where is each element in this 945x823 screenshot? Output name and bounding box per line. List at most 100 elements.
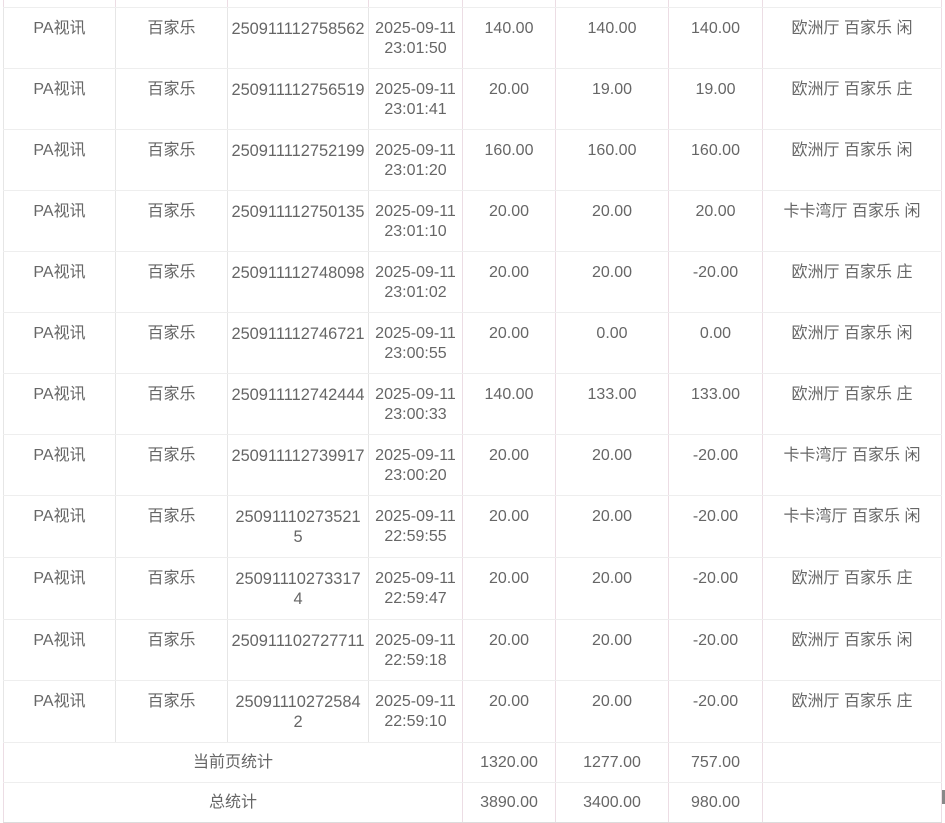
order-id-cell-text: 250911112742444 [231, 386, 365, 404]
game-cell: 百家乐 [115, 251, 228, 313]
payout-cell-text: -20.00 [692, 447, 739, 464]
table-row: PA视讯 百家乐 250911112752199 2025-09-11 23:01:2… [3, 129, 942, 191]
time-cell: 2025-09-11 23:00:55 [368, 312, 463, 374]
detail-cell: 欧洲厅 百家乐 闲 [762, 7, 942, 69]
game-cell: 百家乐 [115, 190, 228, 252]
order-id-cell-text: 250911112758562 [231, 20, 365, 38]
detail-cell-text: 欧洲厅 百家乐 庄 [791, 81, 913, 98]
bet-amount-cell-text: 140.00 [484, 20, 534, 37]
game-cell: 百家乐 [115, 68, 228, 130]
payout-cell-text: -20.00 [692, 632, 739, 649]
time-cell-text: 2025-09-11 23:00:55 [375, 325, 456, 362]
valid-bet-cell-text: 140.00 [587, 20, 637, 37]
bet-amount-cell: 20.00 [462, 190, 556, 252]
order-id-cell-text: 250911102733174 [235, 570, 361, 608]
valid-bet-cell: 140.00 [555, 7, 669, 69]
platform-cell-text: PA视讯 [33, 264, 86, 281]
valid-bet-cell: 20.00 [555, 495, 669, 558]
bet-amount-cell-text: 20.00 [488, 264, 530, 281]
valid-bet-cell: 19.00 [555, 68, 669, 130]
bet-amount-cell-text: 160.00 [484, 142, 534, 159]
valid-bet-cell-text: 160.00 [587, 142, 637, 159]
bet-amount-cell: 20.00 [462, 434, 556, 496]
valid-bet-cell: 20.00 [555, 680, 669, 743]
order-id-cell: 250911112758562 [227, 7, 369, 69]
payout-cell: 19.00 [668, 68, 763, 130]
bet-amount-cell: 140.00 [462, 373, 556, 435]
platform-cell-text: PA视讯 [33, 386, 86, 403]
order-id-cell: 250911112756519 [227, 68, 369, 130]
game-cell: 百家乐 [115, 312, 228, 374]
detail-cell-text: 欧洲厅 百家乐 闲 [791, 142, 913, 159]
platform-cell: PA视讯 [3, 7, 116, 69]
order-id-cell-text: 250911102725842 [235, 693, 361, 731]
time-cell: 2025-09-11 23:01:41 [368, 68, 463, 130]
detail-cell: 欧洲厅 百家乐 庄 [762, 251, 942, 313]
bet-amount-cell: 20.00 [462, 312, 556, 374]
valid-bet-cell: 20.00 [555, 190, 669, 252]
valid-bet-cell: 20.00 [555, 619, 669, 681]
game-cell-text: 百家乐 [147, 693, 196, 710]
game-cell-text: 百家乐 [147, 264, 196, 281]
time-cell-text: 2025-09-11 23:00:20 [375, 447, 456, 484]
table-row: PA视讯 百家乐 250911102727711 2025-09-11 22:59:1… [3, 619, 942, 681]
scrollbar[interactable] [942, 790, 945, 804]
valid-bet-cell-text: 0.00 [596, 325, 628, 342]
bet-amount-cell-text: 20.00 [488, 325, 530, 342]
time-cell-text: 2025-09-11 23:01:20 [375, 142, 456, 179]
bet-amount-cell: 20.00 [462, 68, 556, 130]
game-cell-text: 百家乐 [147, 570, 196, 587]
table-row: PA视讯 百家乐 250911112756519 2025-09-11 23:01:4… [3, 68, 942, 130]
game-cell-text: 百家乐 [147, 632, 196, 649]
valid-bet-cell: 20.00 [555, 557, 669, 620]
order-id-cell: 250911102725842 [227, 680, 369, 743]
bet-amount-cell-text: 20.00 [488, 632, 530, 649]
platform-cell: PA视讯 [3, 619, 116, 681]
bet-amount-cell: 140.00 [462, 7, 556, 69]
time-cell-text: 2025-09-11 23:01:50 [375, 20, 456, 57]
valid-bet-cell-text: 20.00 [591, 570, 633, 587]
valid-bet-cell-text: 20.00 [591, 203, 633, 220]
payout-cell: -20.00 [668, 557, 763, 620]
detail-cell-text: 卡卡湾厅 百家乐 闲 [783, 447, 921, 464]
game-cell-text: 百家乐 [147, 20, 196, 37]
platform-cell-text: PA视讯 [33, 20, 86, 37]
valid-bet-cell-text: 19.00 [591, 81, 633, 98]
detail-cell: 欧洲厅 百家乐 闲 [762, 312, 942, 374]
payout-cell: -20.00 [668, 619, 763, 681]
total-summary-bet: 3890.00 [462, 782, 556, 823]
payout-cell-text: 160.00 [691, 142, 740, 159]
valid-bet-cell: 20.00 [555, 434, 669, 496]
platform-cell-text: PA视讯 [33, 325, 86, 342]
detail-cell-text: 卡卡湾厅 百家乐 闲 [783, 203, 921, 220]
game-cell: 百家乐 [115, 619, 228, 681]
payout-cell-text: 133.00 [691, 386, 740, 403]
platform-cell-text: PA视讯 [33, 203, 86, 220]
platform-cell: PA视讯 [3, 434, 116, 496]
order-id-cell-text: 250911112739917 [231, 447, 365, 465]
order-id-cell: 250911112739917 [227, 434, 369, 496]
payout-cell-text: -20.00 [692, 570, 739, 587]
page-summary-bet: 1320.00 [462, 742, 556, 783]
time-cell-text: 2025-09-11 22:59:47 [375, 570, 456, 607]
payout-cell-text: 20.00 [695, 203, 736, 220]
platform-cell: PA视讯 [3, 312, 116, 374]
table-row: PA视讯 百家乐 250911112748098 2025-09-11 23:01:0… [3, 251, 942, 313]
table-row: PA视讯 百家乐 250911102733174 2025-09-11 22:59:4… [3, 557, 942, 620]
valid-bet-cell-text: 20.00 [591, 264, 633, 281]
table-row: PA视讯 百家乐 250911112746721 2025-09-11 23:00:5… [3, 312, 942, 374]
table-row: PA视讯 百家乐 250911112758562 2025-09-11 23:01:5… [3, 7, 942, 69]
detail-cell: 欧洲厅 百家乐 庄 [762, 557, 942, 620]
order-id-cell-text: 250911102727711 [231, 632, 365, 650]
detail-cell-text: 欧洲厅 百家乐 庄 [791, 264, 913, 281]
game-cell: 百家乐 [115, 557, 228, 620]
order-id-cell: 250911112750135 [227, 190, 369, 252]
payout-cell: 20.00 [668, 190, 763, 252]
valid-bet-cell-text: 20.00 [591, 447, 633, 464]
game-cell-text: 百家乐 [147, 203, 196, 220]
bet-records-table: PA视讯 百家乐 250911112758562 2025-09-11 23:01:5… [3, 0, 942, 823]
platform-cell: PA视讯 [3, 495, 116, 558]
platform-cell-text: PA视讯 [33, 632, 86, 649]
platform-cell: PA视讯 [3, 680, 116, 743]
time-cell: 2025-09-11 23:01:02 [368, 251, 463, 313]
